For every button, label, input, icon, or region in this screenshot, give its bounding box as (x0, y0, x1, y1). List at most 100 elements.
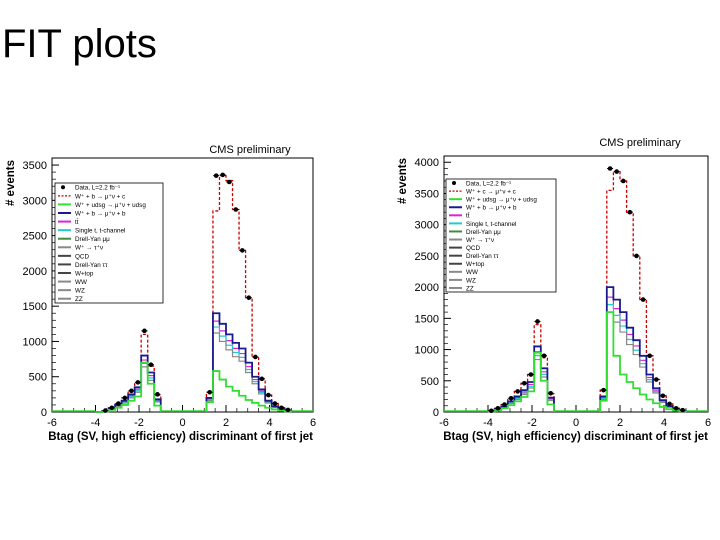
data-point (508, 395, 514, 401)
data-point (240, 248, 245, 253)
y-tick-label: 0 (433, 407, 439, 419)
data-point (233, 207, 239, 212)
legend-entry: Drell-Yan ττ (466, 253, 499, 260)
data-point (272, 401, 278, 406)
data-point (155, 392, 160, 397)
legend-entry: Drell-Yan ττ (75, 262, 108, 269)
data-point (129, 388, 134, 394)
data-point (680, 407, 685, 413)
y-tick-label: 500 (29, 372, 47, 384)
legend-entry: QCD (466, 245, 480, 252)
legend-entry: ZZ (75, 296, 83, 303)
legend-entry: Drell-Yan μμ (466, 229, 501, 236)
data-point (122, 395, 128, 401)
legend-entry: W⁺ + c → μ⁺ν + c (466, 189, 516, 196)
data-point (279, 405, 284, 411)
data-point (621, 178, 626, 184)
data-point (614, 169, 619, 174)
legend-box (54, 182, 164, 304)
y-tick-label: 1500 (23, 301, 47, 313)
data-point (647, 353, 652, 359)
data-point (226, 179, 232, 185)
x-tick-label: 6 (310, 417, 316, 429)
legend-marker (452, 181, 456, 186)
data-point (541, 353, 547, 359)
legend-entry: W⁺ → τ⁺ν (466, 237, 494, 244)
y-tick-label: 0 (41, 407, 47, 419)
data-point (213, 173, 219, 178)
x-tick-label: 4 (266, 417, 272, 429)
data-point (207, 389, 212, 395)
chart-title: CMS preliminary (599, 137, 681, 149)
data-point (607, 166, 613, 171)
legend-entry: W⁺ + b → μ⁺ν + b (466, 205, 517, 212)
data-point (285, 407, 291, 413)
x-tick-label: -6 (439, 417, 449, 429)
legend-entry: W+top (466, 261, 485, 268)
plot-right: CMS preliminary 0 500 1000 1500 2000 2500 3000 3… (397, 137, 711, 443)
data-point (640, 297, 646, 302)
legend-entry: Single t, t-channel (75, 228, 125, 235)
legend-entry: W⁺ + b → μ⁺ν + b (75, 210, 126, 217)
x-tick-label: 2 (617, 417, 623, 429)
data-point (495, 405, 501, 411)
data-point (142, 328, 147, 334)
data-point (548, 390, 553, 396)
legend-box (445, 178, 557, 293)
data-point (601, 387, 606, 393)
plot-left: CMS preliminary 0 500 1000 1500 2000 2500 3000 3… (5, 144, 316, 443)
legend-entry: ZZ (466, 285, 474, 292)
data-point (515, 389, 520, 394)
y-axis-label: # events (5, 160, 17, 206)
legend-entry: Data, L=2.2 fb⁻¹ (75, 185, 120, 192)
legend-entry: QCD (75, 253, 89, 260)
y-tick-label: 1000 (23, 336, 47, 348)
y-tick-label: 3500 (23, 160, 47, 172)
y-tick-label: 2000 (23, 266, 47, 278)
data-point (109, 405, 115, 411)
legend-entry: W⁺ + udsg → μ⁺ν + udsg (75, 202, 146, 209)
x-tick-label: -4 (91, 417, 101, 429)
data-point (667, 401, 672, 407)
x-tick-label: -4 (483, 417, 493, 429)
legend-entry: tt̄ (466, 212, 470, 220)
data-point (528, 372, 534, 377)
legend-entry: W⁺ + udsg → μ⁺ν + udsg (466, 197, 537, 204)
data-point (489, 408, 494, 414)
legend-entry: Drell-Yan μμ (75, 236, 110, 243)
chart-title: CMS preliminary (209, 144, 291, 156)
y-tick-label: 1500 (415, 313, 439, 325)
x-tick-label: -2 (527, 417, 537, 429)
data-point (148, 362, 154, 368)
data-point (634, 253, 639, 259)
slide-title: FIT plots (2, 22, 157, 66)
legend-entry: W⁺ → τ⁺ν (75, 245, 103, 252)
legend-entry: Single t, t-channel (466, 221, 516, 228)
data-point (266, 392, 271, 398)
data-point (116, 401, 121, 406)
data-point (502, 402, 507, 407)
legend-entry: Data, L=2.2 fb⁻¹ (466, 180, 511, 187)
y-tick-label: 2500 (415, 251, 439, 263)
x-tick-label: 6 (705, 417, 711, 429)
y-axis-label: # events (397, 158, 409, 204)
x-tick-label: 0 (573, 417, 579, 429)
x-axis-label: Btag (SV, high efficiency) discriminant … (443, 431, 708, 443)
legend-entry: WW (466, 269, 478, 276)
data-point (259, 376, 265, 382)
x-tick-label: -6 (47, 417, 57, 429)
data-point (654, 377, 659, 382)
y-tick-label: 500 (421, 376, 439, 388)
legend-entry: WZ (466, 277, 476, 284)
x-tick-label: 4 (661, 417, 667, 429)
data-point (673, 405, 679, 411)
legend-entry: W⁺ + b → μ⁺ν + c (75, 193, 125, 200)
legend-entry: W+top (75, 270, 94, 277)
legend-entry: WW (75, 279, 87, 286)
y-tick-label: 2000 (415, 282, 439, 294)
legend-marker (61, 185, 65, 190)
y-tick-label: 3500 (415, 188, 439, 200)
x-tick-label: 0 (179, 417, 185, 429)
data-point (102, 408, 108, 413)
data-point (246, 295, 252, 301)
